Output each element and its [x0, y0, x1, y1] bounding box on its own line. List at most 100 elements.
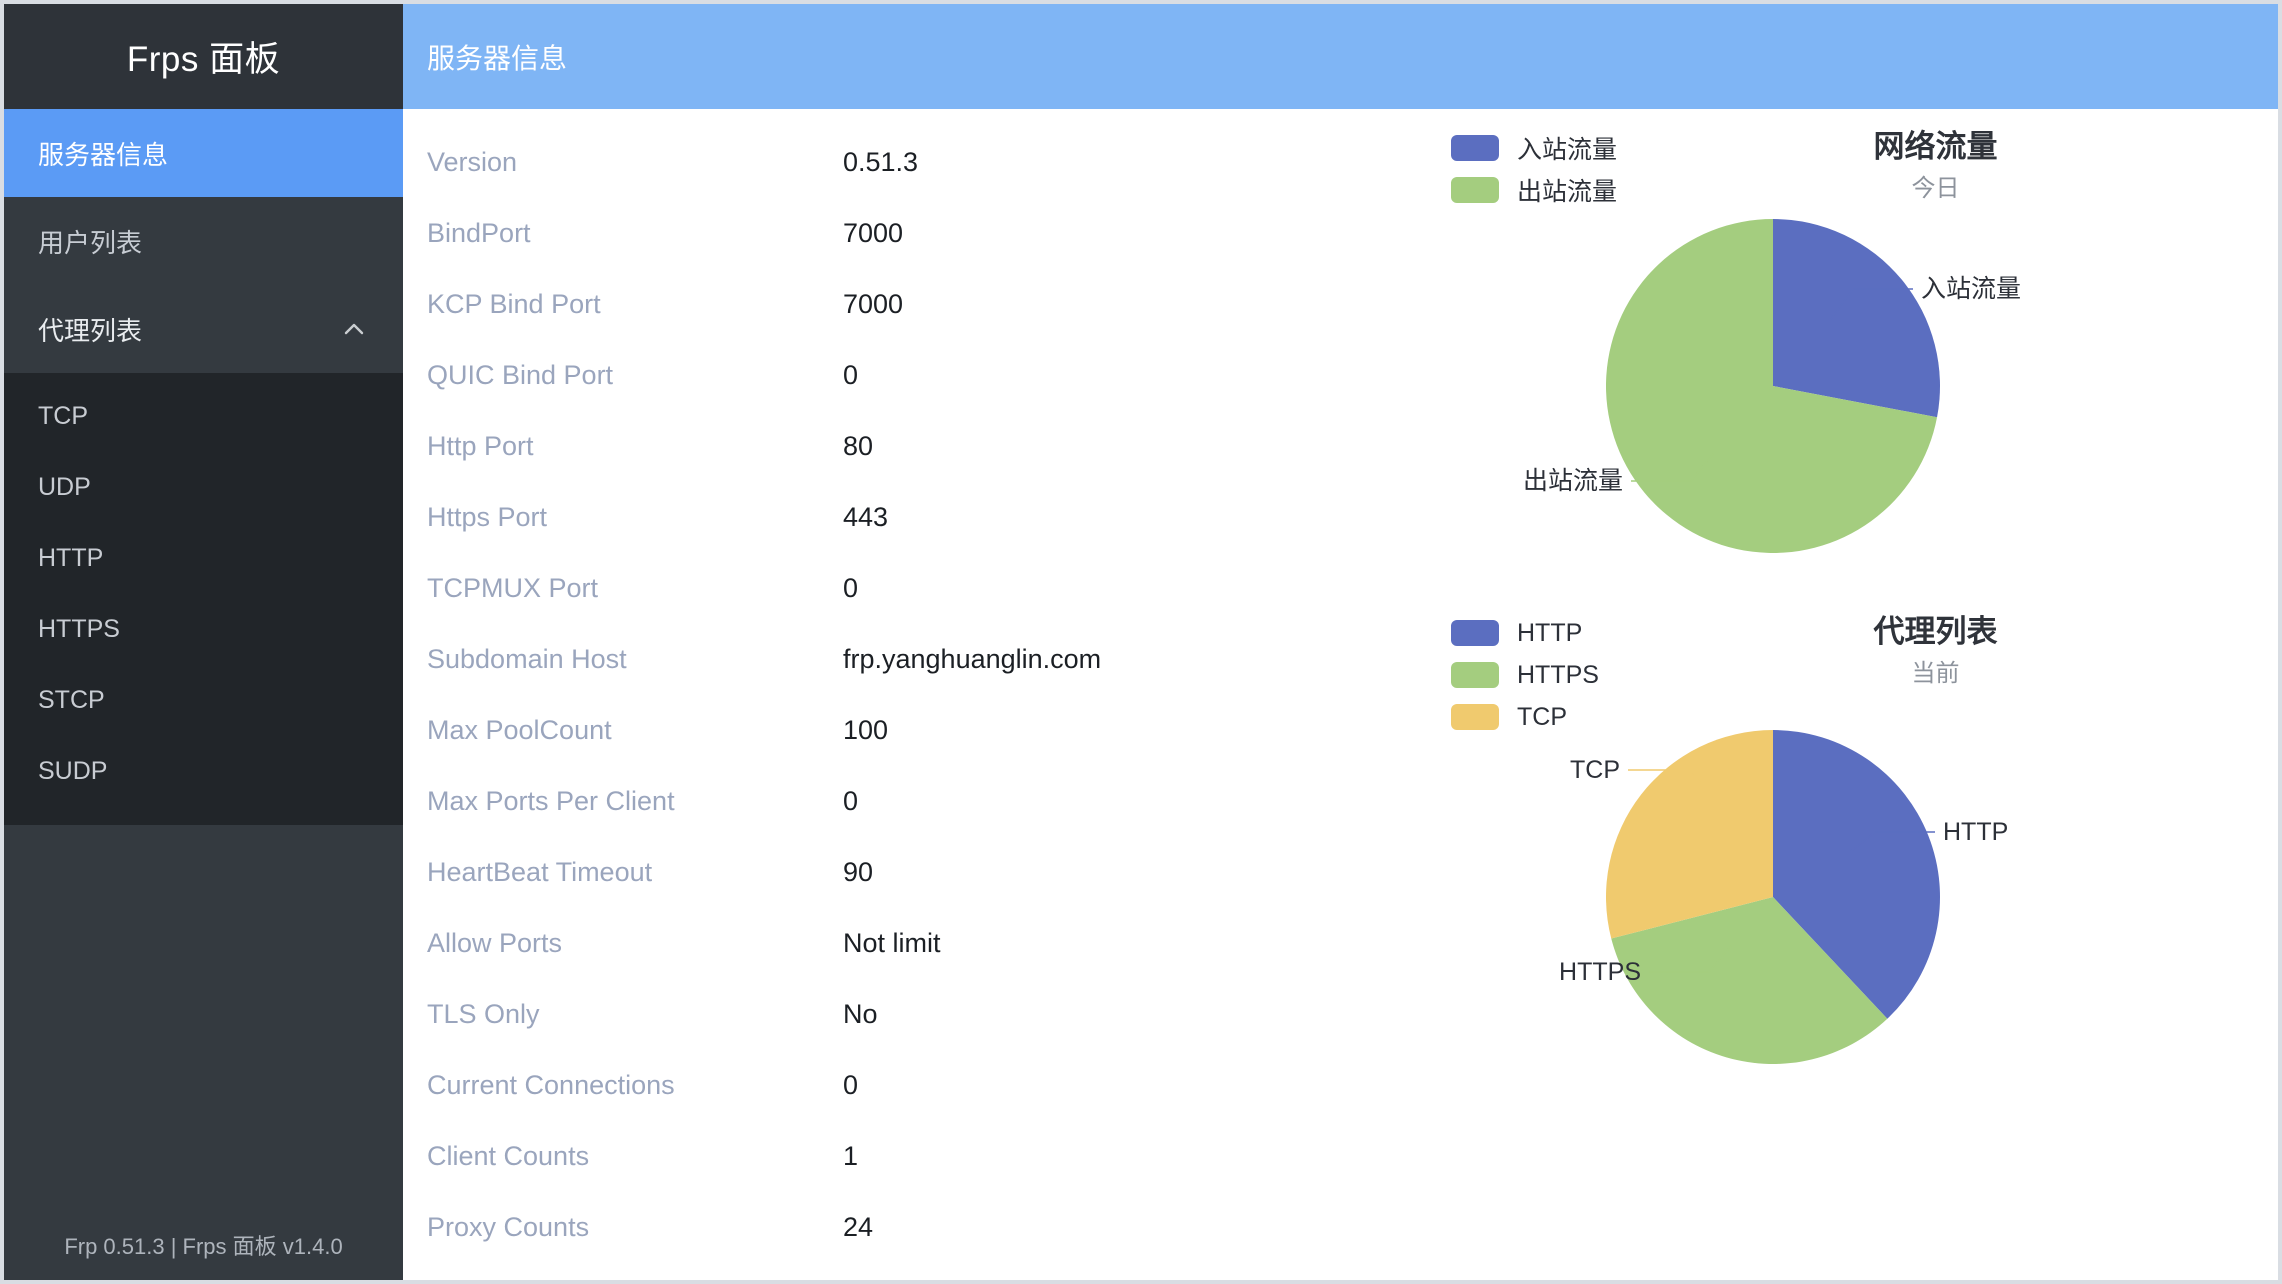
- sidebar-item-label: 服务器信息: [38, 139, 169, 170]
- chart-legend: 入站流量 出站流量: [1451, 127, 1617, 211]
- pie-label-tcp: TCP: [1570, 756, 1620, 784]
- content-area: Version 0.51.3 BindPort 7000 KCP Bind Po…: [403, 109, 2278, 1280]
- chevron-up-icon: [339, 314, 369, 344]
- sidebar-item-proxy-list[interactable]: 代理列表: [4, 285, 403, 373]
- table-row: Version 0.51.3: [403, 145, 1413, 216]
- submenu-item-udp[interactable]: UDP: [4, 452, 403, 523]
- pie-leader-line-outbound: [1631, 453, 1714, 482]
- row-value: 7000: [843, 218, 904, 248]
- row-value: 80: [843, 431, 874, 461]
- table-row: HeartBeat Timeout 90: [403, 855, 1413, 926]
- row-label: Subdomain Host: [427, 644, 627, 674]
- topbar: 服务器信息: [403, 4, 2278, 109]
- legend-swatch-icon: [1451, 177, 1499, 203]
- pie-slice-https: [1611, 897, 1888, 1064]
- submenu-item-http[interactable]: HTTP: [4, 523, 403, 594]
- pie-label-http: HTTP: [1943, 818, 2008, 846]
- sidebar-item-user-list[interactable]: 用户列表: [4, 197, 403, 285]
- submenu-item-label: HTTP: [38, 544, 104, 572]
- table-row: Proxy Counts 24: [403, 1210, 1413, 1280]
- row-value: 24: [843, 1212, 874, 1242]
- chart-subtitle: 当前: [1911, 660, 1960, 687]
- row-value: 443: [843, 502, 889, 532]
- row-label: Version: [427, 147, 518, 177]
- row-value: No: [843, 999, 878, 1029]
- row-value: 0: [843, 573, 859, 603]
- submenu-item-label: UDP: [38, 473, 91, 501]
- main-area: 服务器信息 Version 0.51.3 BindPort 7000 KCP B…: [403, 4, 2278, 1280]
- submenu-item-label: SUDP: [38, 757, 108, 785]
- table-row: KCP Bind Port 7000: [403, 287, 1413, 358]
- row-value: Not limit: [843, 928, 941, 958]
- table-row: BindPort 7000: [403, 216, 1413, 287]
- submenu-item-sudp[interactable]: SUDP: [4, 736, 403, 807]
- row-value: 90: [843, 857, 874, 887]
- pie-label-inbound: 入站流量: [1921, 275, 2021, 303]
- legend-swatch-icon: [1451, 662, 1499, 688]
- page-title: 服务器信息: [427, 42, 568, 74]
- sidebar-brand: Frps 面板: [4, 4, 403, 109]
- row-label: Http Port: [427, 431, 534, 461]
- submenu-item-label: TCP: [38, 402, 88, 430]
- submenu-item-tcp[interactable]: TCP: [4, 381, 403, 452]
- row-value: 0.51.3: [843, 147, 919, 177]
- row-label: Current Connections: [427, 1070, 675, 1100]
- pie-label-outbound: 出站流量: [1523, 467, 1623, 495]
- pie-slice-http: [1773, 730, 1940, 1019]
- legend-label: TCP: [1517, 702, 1567, 731]
- legend-label: 入站流量: [1517, 136, 1618, 164]
- sidebar-item-server-info[interactable]: 服务器信息: [4, 109, 403, 197]
- legend-label: 出站流量: [1517, 178, 1618, 206]
- sidebar-item-label: 代理列表: [38, 315, 143, 346]
- chart-title: 代理列表: [1873, 614, 1998, 649]
- chart-legend: HTTP HTTPS TCP: [1451, 612, 1599, 738]
- pie-label-https: HTTPS: [1559, 958, 1641, 986]
- row-label: Https Port: [427, 502, 548, 532]
- legend-swatch-icon: [1451, 704, 1499, 730]
- table-row: Https Port 443: [403, 500, 1413, 571]
- pie-slice-tcp: [1606, 730, 1773, 939]
- row-label: TLS Only: [427, 999, 540, 1029]
- chart-heading: 网络流量 今日: [1413, 125, 2278, 209]
- legend-swatch-icon: [1451, 620, 1499, 646]
- row-label: BindPort: [427, 218, 531, 248]
- legend-item-tcp[interactable]: TCP: [1451, 696, 1599, 738]
- row-label: HeartBeat Timeout: [427, 857, 653, 887]
- chart-heading: 代理列表 当前: [1413, 610, 2278, 694]
- table-row: QUIC Bind Port 0: [403, 358, 1413, 429]
- network-traffic-chart: 入站流量 出站流量 网络流量 今日: [1413, 109, 2278, 609]
- table-row: TLS Only No: [403, 997, 1413, 1068]
- server-info-table: Version 0.51.3 BindPort 7000 KCP Bind Po…: [403, 109, 1413, 1280]
- pie-leader-line-https: [1649, 945, 1732, 973]
- legend-item-inbound[interactable]: 入站流量: [1451, 127, 1617, 169]
- row-value: 1: [843, 1141, 859, 1171]
- row-label: Proxy Counts: [427, 1212, 590, 1242]
- row-value: 0: [843, 786, 859, 816]
- sidebar-footer: Frp 0.51.3 | Frps 面板 v1.4.0: [4, 1210, 403, 1280]
- table-row: Allow Ports Not limit: [403, 926, 1413, 997]
- pie-slice-inbound: [1773, 219, 1940, 418]
- row-value: 100: [843, 715, 889, 745]
- sidebar-item-label: 用户列表: [38, 227, 143, 258]
- pie-slice-outbound: [1606, 219, 1938, 553]
- submenu-item-label: HTTPS: [38, 615, 120, 643]
- proxy-list-chart: HTTP HTTPS TCP 代理列表 当前: [1413, 594, 2278, 1094]
- pie-leader-line-http: [1849, 831, 1935, 853]
- submenu-item-stcp[interactable]: STCP: [4, 665, 403, 736]
- row-value: 7000: [843, 289, 904, 319]
- table-row: Http Port 80: [403, 429, 1413, 500]
- row-label: TCPMUX Port: [427, 573, 599, 603]
- table-row: Max PoolCount 100: [403, 713, 1413, 784]
- legend-swatch-icon: [1451, 135, 1499, 161]
- chart-subtitle: 今日: [1911, 175, 1960, 202]
- proxy-list-submenu: TCP UDP HTTP HTTPS STCP SUDP: [4, 373, 403, 825]
- legend-label: HTTPS: [1517, 660, 1599, 689]
- legend-item-outbound[interactable]: 出站流量: [1451, 169, 1617, 211]
- row-label: Allow Ports: [427, 928, 563, 958]
- legend-item-https[interactable]: HTTPS: [1451, 654, 1599, 696]
- row-value: frp.yanghuanglin.com: [843, 644, 1102, 674]
- submenu-item-https[interactable]: HTTPS: [4, 594, 403, 665]
- legend-item-http[interactable]: HTTP: [1451, 612, 1599, 654]
- row-value: 0: [843, 1070, 859, 1100]
